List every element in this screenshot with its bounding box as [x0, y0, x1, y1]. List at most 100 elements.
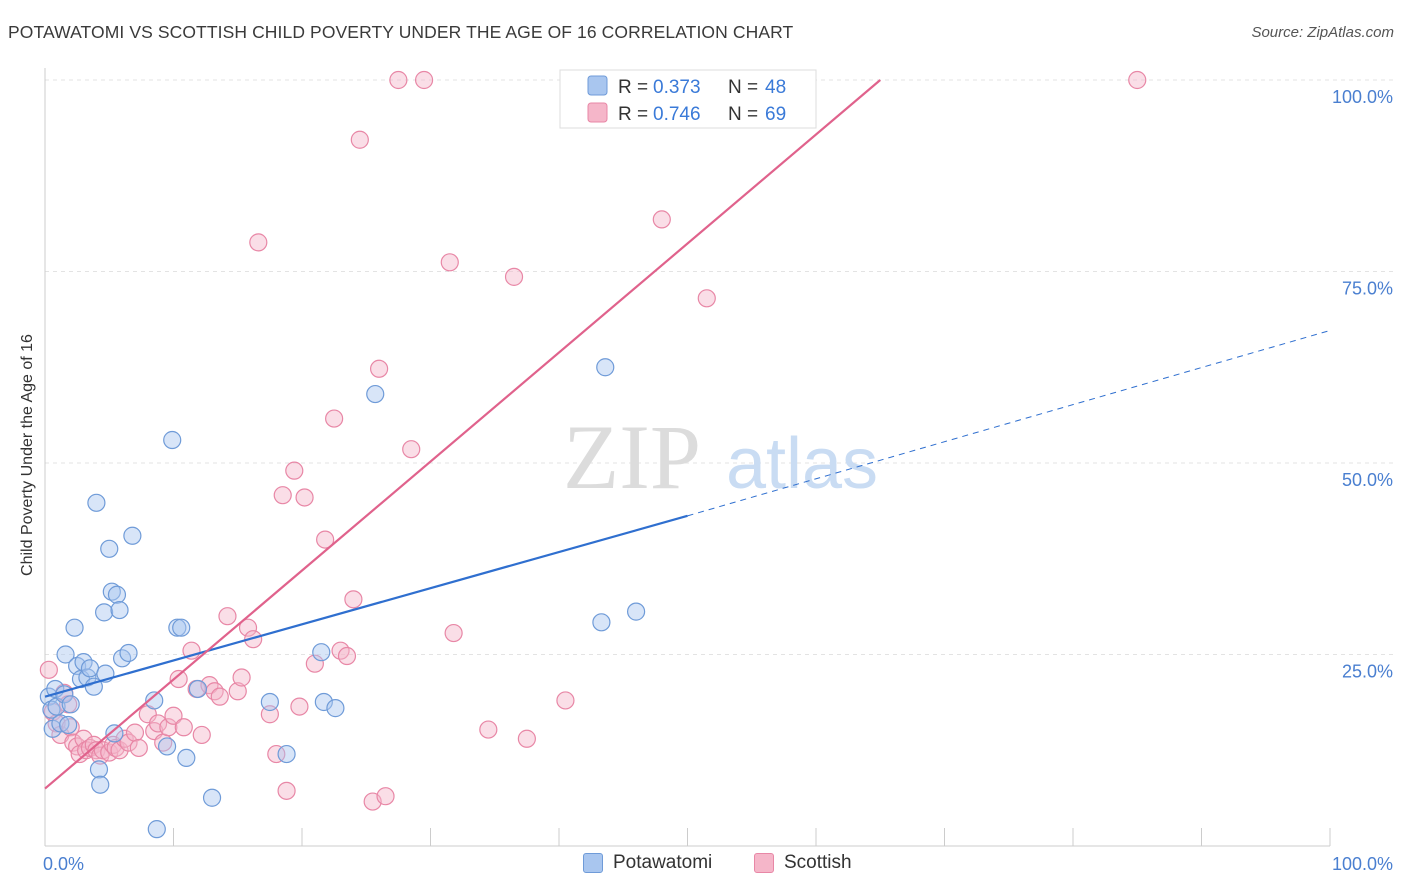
potawatomi-points [39, 358, 646, 839]
potawatomi-point-31 [147, 820, 166, 839]
scottish-point-51 [295, 488, 314, 507]
potawatomi-point-44 [366, 384, 385, 404]
y-tick-label-1: 50.0% [1342, 470, 1393, 490]
potawatomi-point-22 [100, 539, 119, 558]
scottish-point-27 [148, 714, 168, 733]
legend-swatch-potawatomi [587, 75, 608, 96]
potawatomi-point-1 [42, 700, 61, 719]
potawatomi-point-29 [123, 526, 142, 545]
legend-n-value-scottish: 69 [765, 104, 786, 125]
scottish-point-30 [164, 706, 183, 725]
scottish-point-58 [350, 130, 369, 149]
bottom-legend: Potawatomi Scottish [0, 850, 1406, 880]
scottish-point-50 [290, 697, 309, 716]
scottish-point-22 [119, 733, 138, 752]
potawatomi-point-47 [596, 358, 615, 377]
scottish-point-40 [228, 682, 247, 701]
potawatomi-point-5 [51, 714, 70, 733]
potawatomi-point-41 [312, 643, 331, 662]
scottish-point-62 [389, 70, 408, 90]
potawatomi-point-7 [56, 645, 75, 664]
scottish-point-65 [440, 253, 459, 272]
scottish-point-54 [325, 409, 344, 428]
scottish-point-32 [174, 718, 193, 737]
bottom-legend-label-scottish: Scottish [784, 852, 852, 873]
potawatomi-point-10 [65, 618, 84, 637]
scottish-point-64 [414, 70, 434, 90]
potawatomi-point-46 [626, 602, 646, 621]
potawatomi-point-26 [110, 600, 129, 620]
potawatomi-point-15 [80, 659, 100, 678]
scottish-point-52 [305, 654, 324, 673]
scottish-point-71 [652, 210, 671, 229]
legend-r-value-potawatomi: 0.373 [653, 77, 701, 98]
potawatomi-point-34 [168, 618, 187, 637]
x-tick-label-1: 100.0% [1332, 854, 1393, 874]
scottish-point-67 [479, 720, 498, 739]
scottish-point-49 [285, 461, 304, 480]
potawatomi-trend-extension [687, 330, 1331, 517]
potawatomi-point-30 [145, 691, 164, 710]
scottish-point-31 [169, 669, 188, 689]
scottish-point-56 [337, 646, 357, 666]
x-tick-labels: 0.0% 100.0% [43, 854, 1393, 874]
potawatomi-point-25 [107, 585, 127, 604]
scottish-point-39 [218, 607, 237, 626]
potawatomi-point-35 [172, 618, 191, 637]
trend-lines [44, 79, 1331, 790]
scottish-trend-line [44, 79, 881, 790]
potawatomi-point-33 [163, 430, 182, 450]
potawatomi-trend-line [44, 514, 688, 698]
watermark-zip: ZIP [563, 406, 701, 508]
y-tick-label-2: 75.0% [1342, 279, 1393, 299]
potawatomi-point-8 [59, 715, 78, 735]
potawatomi-point-19 [91, 775, 110, 794]
scottish-point-35 [192, 725, 211, 745]
scottish-point-23 [125, 723, 145, 742]
gridlines [45, 79, 1395, 655]
legend-r-label-potawatomi: R = [618, 77, 648, 98]
x-tick-label-0: 0.0% [43, 854, 84, 874]
potawatomi-point-39 [260, 692, 279, 712]
scottish-point-61 [376, 787, 395, 806]
scottish-point-42 [238, 618, 258, 637]
scottish-point-6 [61, 718, 80, 737]
potawatomi-point-40 [277, 744, 296, 764]
chart-title: POTAWATOMI VS SCOTTISH CHILD POVERTY UND… [8, 22, 794, 42]
scottish-point-10 [74, 729, 93, 748]
potawatomi-point-36 [177, 748, 196, 768]
scottish-point-57 [344, 590, 363, 609]
potawatomi-point-9 [61, 695, 80, 714]
scottish-point-74 [1128, 70, 1147, 90]
scottish-point-66 [444, 623, 463, 643]
potawatomi-point-18 [89, 760, 109, 779]
potawatomi-point-38 [202, 788, 222, 807]
bottom-legend-potawatomi[interactable]: Potawatomi [583, 852, 712, 874]
bottom-legend-swatch-scottish [754, 853, 774, 873]
potawatomi-point-24 [105, 724, 124, 743]
potawatomi-point-37 [188, 679, 208, 699]
y-tick-label-0: 25.0% [1342, 662, 1393, 682]
potawatomi-point-45 [592, 613, 611, 632]
scottish-point-29 [159, 718, 178, 737]
scottish-point-60 [370, 359, 389, 378]
scottish-point-41 [232, 668, 251, 687]
scottish-point-38 [210, 687, 229, 706]
bottom-legend-scottish[interactable]: Scottish [754, 852, 852, 874]
scottish-point-72 [697, 289, 716, 308]
scottish-point-46 [267, 744, 286, 764]
scottish-point-47 [273, 486, 292, 505]
potawatomi-point-28 [119, 643, 138, 663]
scottish-point-44 [249, 233, 268, 252]
legend-n-value-potawatomi: 48 [765, 77, 786, 98]
potawatomi-point-23 [102, 582, 121, 601]
scottish-point-53 [316, 530, 335, 549]
bottom-legend-swatch-potawatomi [583, 853, 603, 873]
watermark: ZIP atlas [563, 406, 878, 508]
potawatomi-point-43 [326, 699, 345, 718]
legend-swatch-scottish [587, 102, 608, 123]
scottish-point-69 [517, 729, 536, 748]
legend-n-label-potawatomi: N = [728, 77, 758, 98]
y-tick-labels: 25.0% 50.0% 75.0% 100.0% [1332, 87, 1393, 682]
